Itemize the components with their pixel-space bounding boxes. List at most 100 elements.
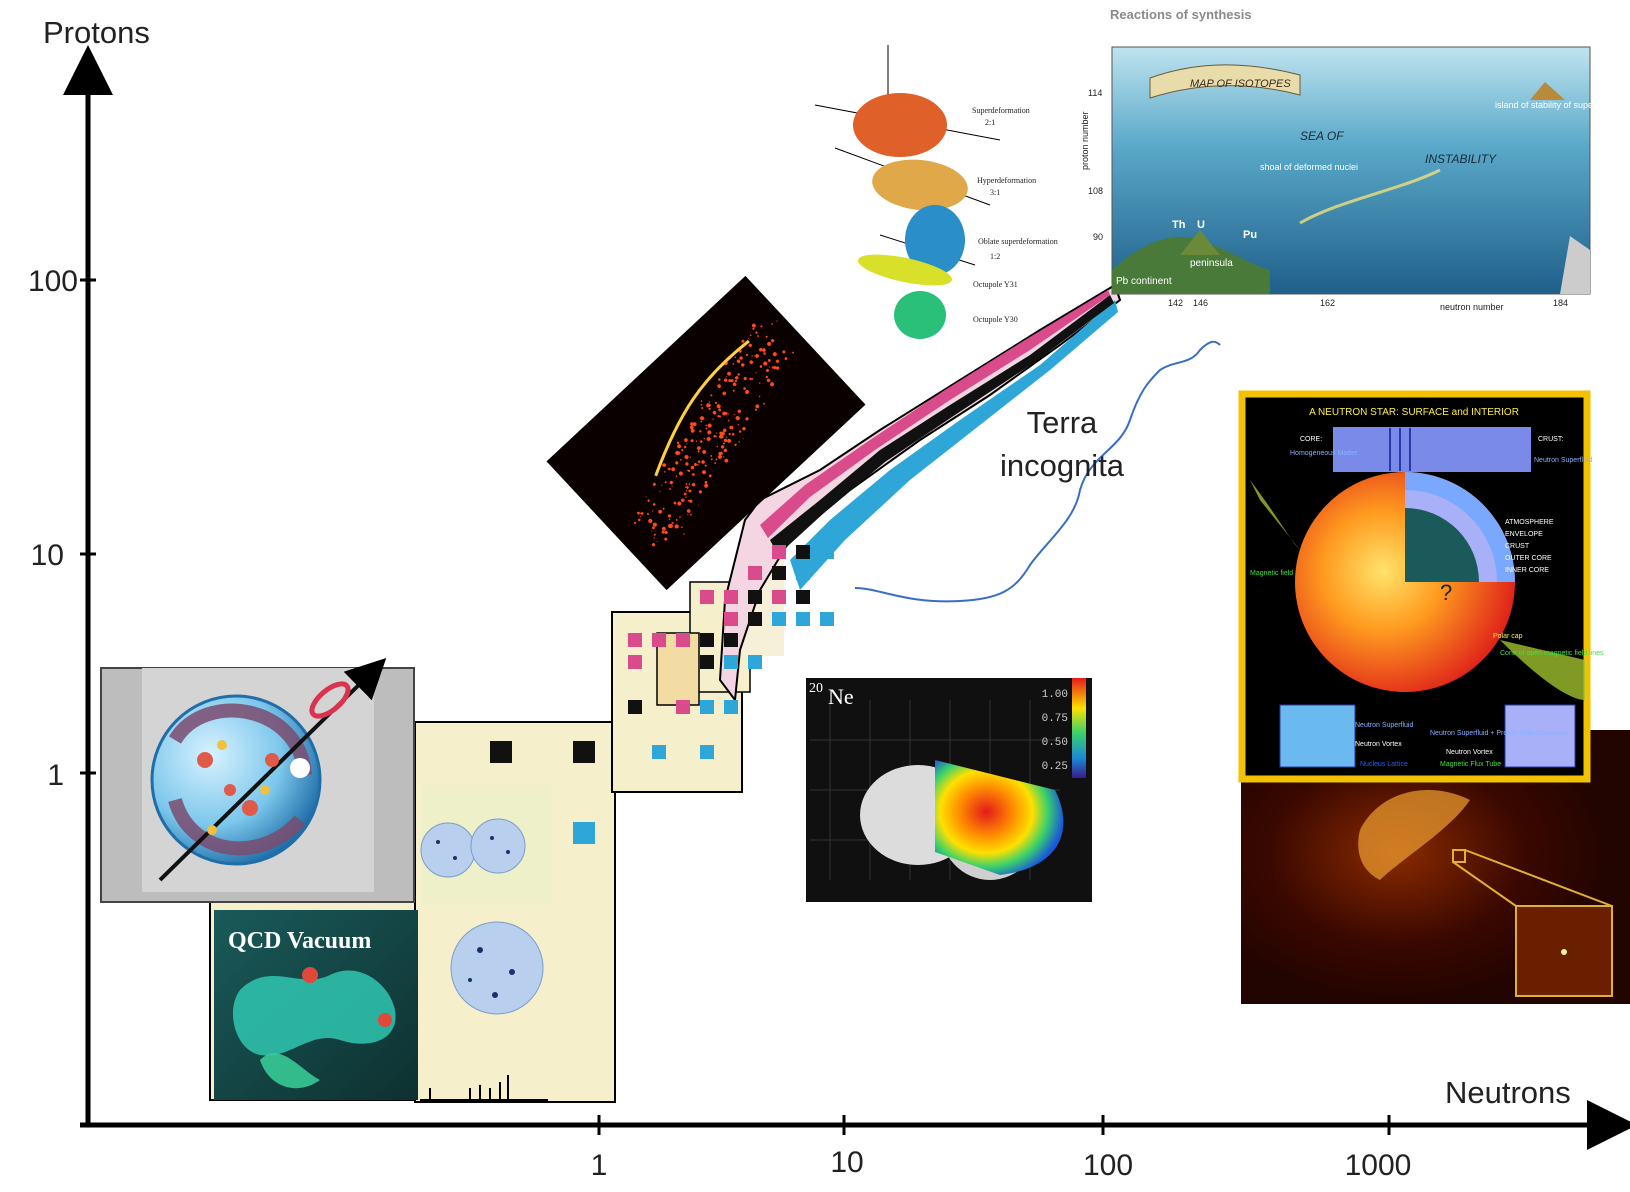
track-dot (727, 438, 732, 443)
ne-scale-2: 0.75 (1042, 713, 1068, 725)
track-dot (727, 419, 730, 422)
track-dot (733, 413, 735, 416)
track-dot (731, 433, 735, 436)
track-dot (671, 467, 676, 472)
y-tick-1: 1 (47, 759, 64, 792)
track-dot (737, 409, 741, 414)
track-dot (699, 440, 703, 443)
track-dot (745, 389, 750, 394)
track-dot (673, 501, 677, 505)
track-dot (664, 537, 668, 541)
track-dot (718, 408, 722, 412)
track-dot (770, 382, 775, 387)
nuclide-cell (724, 633, 738, 647)
track-dot (718, 454, 723, 459)
nuclide-cell (700, 745, 714, 759)
track-dot (723, 442, 726, 445)
track-dot (651, 510, 654, 512)
track-dot (668, 467, 671, 471)
track-dot (743, 387, 746, 390)
track-dot (734, 356, 737, 359)
track-dot (745, 353, 748, 356)
synthesis-instability: INSTABILITY (1425, 152, 1497, 166)
track-dot (698, 490, 703, 494)
terra-incognita-line1: Terra (1027, 405, 1098, 440)
track-dot (763, 352, 766, 355)
ns-layer-1: ATMOSPHERE (1505, 519, 1554, 526)
nuclide-cell (700, 633, 714, 647)
track-dot (672, 522, 675, 524)
track-dot (734, 443, 737, 447)
nuclide-cell (628, 655, 642, 669)
nuclide-cell (748, 566, 762, 580)
track-dot (689, 499, 693, 503)
track-dot (755, 372, 757, 374)
track-dot (667, 514, 672, 518)
track-dot (671, 522, 674, 524)
neutron-drip-line (854, 340, 1221, 603)
track-dot (722, 456, 725, 458)
synthesis-x-184: 184 (1553, 298, 1568, 308)
track-dot (646, 513, 649, 516)
deform-super-ratio: 2:1 (985, 118, 995, 127)
track-dot (689, 456, 692, 458)
track-dot (685, 489, 688, 492)
synthesis-u: U (1197, 219, 1205, 231)
nuclide-cell (652, 633, 666, 647)
track-dot (659, 491, 661, 493)
synthesis-island: island of stability of superheavy nuclei (1495, 100, 1630, 110)
track-dot (693, 462, 697, 466)
track-dot (689, 513, 692, 516)
track-dot (772, 352, 777, 357)
ns-layer-5: INNER CORE (1505, 567, 1549, 574)
track-dot (699, 430, 702, 433)
track-dot (637, 511, 640, 515)
ns-core: CORE: (1300, 436, 1322, 443)
track-dot (765, 335, 768, 338)
track-dot (752, 323, 756, 328)
nuclide-cell (772, 545, 786, 559)
track-dot (697, 450, 700, 453)
track-dot (735, 376, 739, 380)
x-tick-100: 100 (1083, 1149, 1133, 1182)
track-dot (716, 404, 721, 409)
track-dot (722, 391, 727, 396)
track-dot (710, 394, 713, 397)
track-dot (651, 530, 653, 532)
track-dot (678, 471, 683, 476)
track-dot (714, 462, 717, 465)
track-dot (741, 363, 745, 367)
ns-polar: Polar cap (1493, 633, 1523, 640)
track-dot (765, 368, 769, 372)
track-dot (705, 427, 708, 430)
track-dot (723, 438, 728, 443)
nuclide-cell (748, 655, 762, 669)
ne-symbol: Ne (828, 684, 854, 709)
track-dot (640, 512, 644, 515)
track-dot (726, 376, 728, 378)
track-dot (687, 499, 690, 502)
track-dot (692, 422, 697, 427)
nuclide-cell (700, 700, 714, 714)
track-dot (681, 526, 683, 528)
track-dot (708, 401, 711, 403)
track-dot (661, 484, 663, 486)
x-tick-10: 10 (830, 1146, 863, 1179)
track-dot (749, 377, 752, 381)
track-dot (758, 348, 763, 352)
track-dot (683, 492, 687, 496)
synthesis-continent: Pb continent (1116, 276, 1172, 287)
track-dot (726, 436, 728, 438)
nuclide-cell (772, 566, 786, 580)
track-dot (662, 463, 666, 467)
track-dot (677, 501, 682, 506)
track-dot (690, 425, 694, 430)
x-axis-title: Neutrons (1445, 1075, 1571, 1110)
nuclide-cell (748, 612, 762, 626)
track-dot (681, 498, 685, 502)
deform-super: Superdeformation (972, 106, 1030, 115)
track-dot (729, 425, 733, 430)
track-dot (723, 378, 728, 382)
nuclide-cell (724, 700, 738, 714)
nuclide-cell (628, 700, 642, 714)
